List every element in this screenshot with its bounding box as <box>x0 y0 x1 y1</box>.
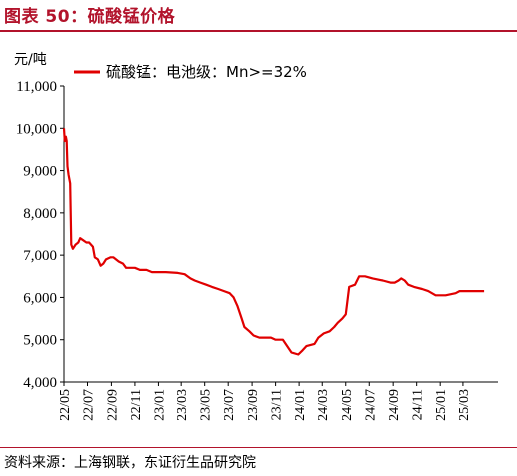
x-tick-label: 24/01 <box>293 389 308 421</box>
y-tick-label: 5,000 <box>23 333 57 349</box>
y-tick-label: 10,000 <box>16 121 57 137</box>
x-tick-label: 23/11 <box>270 389 285 420</box>
x-tick-label: 23/07 <box>222 389 237 421</box>
x-axis: 22/05 22/07 22/09 22/11 23/01 23/03 23/05 23/07… <box>58 382 472 421</box>
title-divider <box>0 30 517 32</box>
line-chart: 元/吨 硫酸锰：电池级：Mn>=32% 4,000 5,000 6,000 7,000… <box>14 52 498 421</box>
x-tick-label: 22/11 <box>129 389 144 420</box>
series-layer <box>62 128 485 356</box>
y-tick-label: 7,000 <box>23 248 57 264</box>
x-tick-label: 25/01 <box>434 389 449 421</box>
y-tick-label: 8,000 <box>23 206 57 222</box>
axes <box>63 86 498 383</box>
y-tick-label: 9,000 <box>23 164 57 180</box>
x-tick-label: 24/07 <box>363 389 378 421</box>
y-axis-unit-label: 元/吨 <box>14 52 47 68</box>
y-tick-label: 6,000 <box>23 290 57 306</box>
series-line-0 <box>62 128 485 356</box>
x-tick-label: 23/05 <box>199 389 214 421</box>
x-tick-label: 23/03 <box>175 389 190 421</box>
x-tick-label: 25/03 <box>457 389 472 421</box>
x-tick-label: 23/01 <box>152 389 167 421</box>
x-tick-label: 22/09 <box>105 389 120 421</box>
legend: 硫酸锰：电池级：Mn>=32% <box>74 63 307 81</box>
y-tick-label: 11,000 <box>16 79 57 95</box>
x-tick-label: 22/05 <box>58 389 73 421</box>
x-tick-label: 22/07 <box>82 389 97 421</box>
x-tick-label: 24/09 <box>387 389 402 421</box>
legend-label: 硫酸锰：电池级：Mn>=32% <box>106 63 307 81</box>
footer-divider <box>0 447 517 448</box>
source-note: 资料来源：上海钢联，东证衍生品研究院 <box>4 455 256 471</box>
x-tick-label: 24/05 <box>340 389 355 421</box>
chart-title: 图表 50：硫酸锰价格 <box>4 7 176 27</box>
y-tick-label: 4,000 <box>23 375 57 391</box>
x-tick-label: 24/11 <box>411 389 426 420</box>
x-tick-label: 24/03 <box>316 389 331 421</box>
y-axis: 4,000 5,000 6,000 7,000 8,000 9,000 10,000 11,0… <box>16 79 64 391</box>
x-tick-label: 23/09 <box>246 389 261 421</box>
